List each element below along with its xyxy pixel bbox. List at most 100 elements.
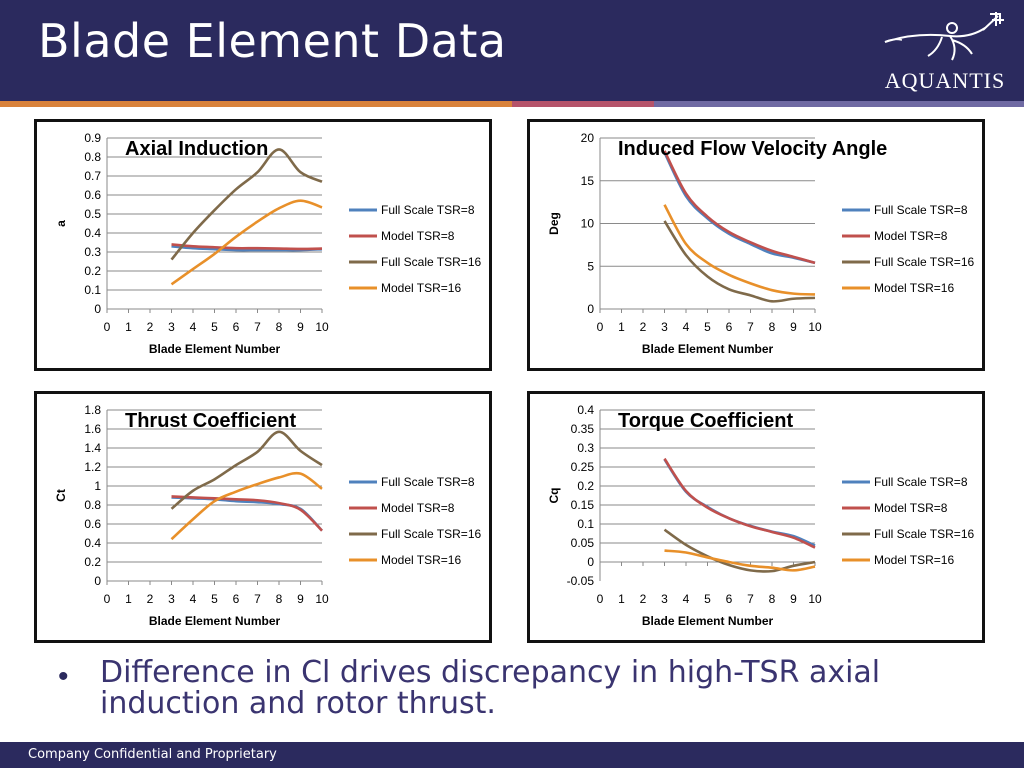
x-tick-label: 0 xyxy=(597,320,604,334)
x-tick-label: 8 xyxy=(276,320,283,334)
y-tick-label: 1.2 xyxy=(84,460,101,474)
x-tick-label: 5 xyxy=(211,592,218,606)
x-axis-label: Blade Element Number xyxy=(642,342,774,356)
legend-label: Model TSR=16 xyxy=(381,281,461,295)
y-tick-label: 0.2 xyxy=(84,555,101,569)
x-tick-label: 0 xyxy=(104,320,111,334)
x-axis-label: Blade Element Number xyxy=(149,614,281,628)
y-axis-label: Deg xyxy=(547,212,561,235)
x-tick-label: 4 xyxy=(190,592,197,606)
y-tick-label: 0.5 xyxy=(84,207,101,221)
legend-label: Model TSR=16 xyxy=(874,281,954,295)
y-tick-label: 0.9 xyxy=(84,131,101,145)
x-tick-label: 1 xyxy=(618,592,625,606)
y-tick-label: 0.4 xyxy=(84,226,101,240)
x-tick-label: 10 xyxy=(808,320,822,334)
x-tick-label: 2 xyxy=(640,592,647,606)
x-tick-label: 9 xyxy=(790,592,797,606)
y-tick-label: 0.4 xyxy=(577,403,594,417)
y-tick-label: 0 xyxy=(94,302,101,316)
x-tick-label: 3 xyxy=(168,592,175,606)
chart-svg: 00.10.20.30.40.50.60.70.80.90 1 2 3 4 5 6 7 8 9 10… xyxy=(54,131,481,356)
x-tick-label: 7 xyxy=(254,592,261,606)
y-tick-label: 1.8 xyxy=(84,403,101,417)
x-tick-label: 9 xyxy=(297,592,304,606)
x-tick-label: 10 xyxy=(808,592,822,606)
x-tick-label: 1 xyxy=(125,320,132,334)
x-tick-label: 8 xyxy=(769,592,776,606)
legend-label: Full Scale TSR=8 xyxy=(381,475,475,489)
title-bar: Blade Element Data AQUANTIS xyxy=(0,0,1024,101)
y-axis-label: Ct xyxy=(54,489,68,502)
y-tick-label: 0.4 xyxy=(84,536,101,550)
series-line xyxy=(663,204,816,296)
y-tick-label: 1.4 xyxy=(84,441,101,455)
legend-label: Model TSR=16 xyxy=(874,553,954,567)
y-tick-label: 0.7 xyxy=(84,169,101,183)
x-axis-label: Blade Element Number xyxy=(149,342,281,356)
x-tick-label: 7 xyxy=(254,320,261,334)
y-tick-label: 0.3 xyxy=(84,245,101,259)
y-tick-label: 0.1 xyxy=(577,517,594,531)
series-line xyxy=(171,495,323,532)
bullet-marker: • xyxy=(58,660,69,693)
induced-flow-angle-chart: 0 5 10 15 20 0 1 2 3 4 5 6 7 8 9 10 Blade Element Number… xyxy=(527,119,985,371)
legend-label: Full Scale TSR=8 xyxy=(381,203,475,217)
x-tick-label: 9 xyxy=(297,320,304,334)
series-line xyxy=(663,457,816,549)
legend-label: Full Scale TSR=16 xyxy=(874,527,974,541)
x-tick-label: 0 xyxy=(104,592,111,606)
legend-label: Full Scale TSR=8 xyxy=(874,203,968,217)
legend-label: Full Scale TSR=8 xyxy=(874,475,968,489)
legend-label: Model TSR=8 xyxy=(874,229,948,243)
y-tick-label: 0.05 xyxy=(571,536,595,550)
x-tick-label: 1 xyxy=(125,592,132,606)
x-axis-label: Blade Element Number xyxy=(642,614,774,628)
y-tick-label: 0 xyxy=(94,574,101,588)
y-axis-label: a xyxy=(54,220,68,227)
page-title: Blade Element Data xyxy=(38,14,507,68)
accent-stripe-lavender xyxy=(654,101,1024,107)
x-tick-label: 3 xyxy=(661,320,668,334)
chart-title: Thrust Coefficient xyxy=(125,410,296,432)
y-tick-label: 0.1 xyxy=(84,283,101,297)
x-tick-label: 1 xyxy=(618,320,625,334)
x-tick-label: 9 xyxy=(790,320,797,334)
legend-label: Full Scale TSR=16 xyxy=(381,527,481,541)
y-tick-label: 1.6 xyxy=(84,422,101,436)
series-line xyxy=(171,243,323,251)
y-tick-label: 0.8 xyxy=(84,498,101,512)
legend-label: Model TSR=8 xyxy=(381,229,455,243)
logo-text: AQUANTIS xyxy=(884,68,1006,93)
trident-figure-icon xyxy=(884,12,1004,61)
torque-coefficient-chart: -0.05 0 0.05 0.1 0.15 0.2 0.25 0.3 0.35 0.4 0 1 2 3 4 5… xyxy=(527,391,985,643)
y-tick-label: 0.15 xyxy=(571,498,595,512)
series-line xyxy=(664,549,816,572)
series-line xyxy=(170,430,323,510)
x-tick-label: 6 xyxy=(233,592,240,606)
x-tick-label: 3 xyxy=(168,320,175,334)
y-tick-label: 0.2 xyxy=(84,264,101,278)
company-logo: AQUANTIS xyxy=(880,10,1010,98)
bullet-text: Difference in Cl drives discrepancy in h… xyxy=(100,655,881,721)
y-tick-label: 10 xyxy=(581,217,595,231)
chart-svg: 00.20.40.60.811.21.41.61.80 1 2 3 4 5 6 7 8 9 10Bl… xyxy=(54,403,481,628)
accent-stripe-orange xyxy=(0,101,512,107)
series-line xyxy=(170,148,323,261)
y-tick-label: 0 xyxy=(587,555,594,569)
footer-bar: Company Confidential and Proprietary xyxy=(0,742,1024,768)
x-tick-label: 2 xyxy=(640,320,647,334)
x-tick-label: 8 xyxy=(276,592,283,606)
x-tick-label: 10 xyxy=(315,320,329,334)
series-line xyxy=(170,471,323,541)
x-tick-label: 7 xyxy=(747,320,754,334)
legend-label: Model TSR=8 xyxy=(381,501,455,515)
series-line xyxy=(663,528,816,573)
x-tick-label: 8 xyxy=(769,320,776,334)
series-line xyxy=(170,199,323,286)
x-tick-label: 6 xyxy=(726,320,733,334)
thrust-coefficient-chart: 0 0.2 0.4 0.6 0.8 1 1.2 1.4 1.6 1.8 0 1 2 3 4 5 6 7 8 9 10 Bl… xyxy=(34,391,492,643)
x-tick-label: 0 xyxy=(597,592,604,606)
